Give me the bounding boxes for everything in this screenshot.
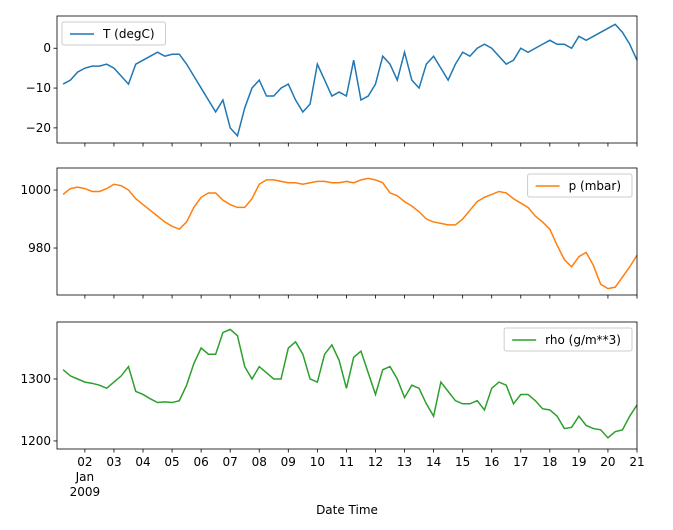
axes-frame — [56, 15, 638, 144]
y-tick-label: 1300 — [20, 372, 51, 386]
x-tick-label-line: 13 — [397, 455, 412, 469]
x-tick-label: 11 — [339, 455, 354, 469]
legend-box — [61, 21, 167, 46]
x-tick-label-line: Jan — [75, 470, 95, 484]
data-line — [62, 23, 638, 138]
x-tick-label-line: 14 — [426, 455, 441, 469]
x-tick-label-line: 05 — [164, 455, 179, 469]
x-tick-label-line: 12 — [368, 455, 383, 469]
x-tick-label: 12 — [368, 455, 383, 469]
x-tick-label: 20 — [600, 455, 615, 469]
y-tick-label: 0 — [43, 41, 51, 55]
x-tick-label-line: 06 — [193, 455, 208, 469]
x-tick-label-line: 21 — [629, 455, 644, 469]
legend-label: T (degC) — [102, 27, 155, 41]
x-tick-label: 03 — [106, 455, 121, 469]
x-tick-label-line: 10 — [310, 455, 325, 469]
data-line — [62, 177, 638, 290]
x-tick-label-line: 15 — [455, 455, 470, 469]
x-tick-label-line: 02 — [77, 455, 92, 469]
y-tick-label: −20 — [26, 121, 51, 135]
x-tick-label-line: 20 — [600, 455, 615, 469]
x-tick-label-line: 17 — [513, 455, 528, 469]
x-tick-label-line: 16 — [484, 455, 499, 469]
x-tick-label-line: 09 — [281, 455, 296, 469]
legend-box — [527, 173, 633, 198]
x-tick-label-line: 07 — [223, 455, 238, 469]
x-tick-label: 05 — [164, 455, 179, 469]
legend-box — [503, 327, 633, 352]
x-tick-label-line: 04 — [135, 455, 150, 469]
data-line — [62, 328, 638, 439]
legend: rho (g/m**3) — [503, 327, 633, 352]
x-tick-label: 18 — [542, 455, 557, 469]
axes-frame — [56, 167, 638, 296]
y-tick-label: 980 — [28, 241, 51, 255]
x-tick-label: 19 — [571, 455, 586, 469]
x-tick-label: 13 — [397, 455, 412, 469]
x-tick-label: 15 — [455, 455, 470, 469]
x-tick-label-line: 11 — [339, 455, 354, 469]
x-tick-label-line: 03 — [106, 455, 121, 469]
x-tick-label: 07 — [223, 455, 238, 469]
x-tick-label: 06 — [193, 455, 208, 469]
x-tick-label: 10 — [310, 455, 325, 469]
x-tick-label-line: 2009 — [70, 485, 101, 499]
axes-frame — [56, 321, 638, 450]
legend: T (degC) — [61, 21, 167, 46]
x-axis-label: Date Time — [316, 503, 378, 517]
x-tick-label: 02 Jan 2009 — [70, 455, 101, 499]
x-tick-label-line: 19 — [571, 455, 586, 469]
y-tick-label: 1000 — [20, 183, 51, 197]
legend-label: p (mbar) — [569, 179, 621, 193]
x-tick-label: 14 — [426, 455, 441, 469]
x-tick-label: 08 — [252, 455, 267, 469]
x-tick-label-line: 18 — [542, 455, 557, 469]
x-tick-label: 21 — [629, 455, 644, 469]
legend-label: rho (g/m**3) — [545, 333, 621, 347]
x-tick-label: 16 — [484, 455, 499, 469]
x-tick-label: 17 — [513, 455, 528, 469]
legend: p (mbar) — [527, 173, 633, 198]
y-tick-label: −10 — [26, 81, 51, 95]
x-tick-label-line: 08 — [252, 455, 267, 469]
y-tick-label: 1200 — [20, 434, 51, 448]
x-tick-label: 09 — [281, 455, 296, 469]
x-tick-label: 04 — [135, 455, 150, 469]
